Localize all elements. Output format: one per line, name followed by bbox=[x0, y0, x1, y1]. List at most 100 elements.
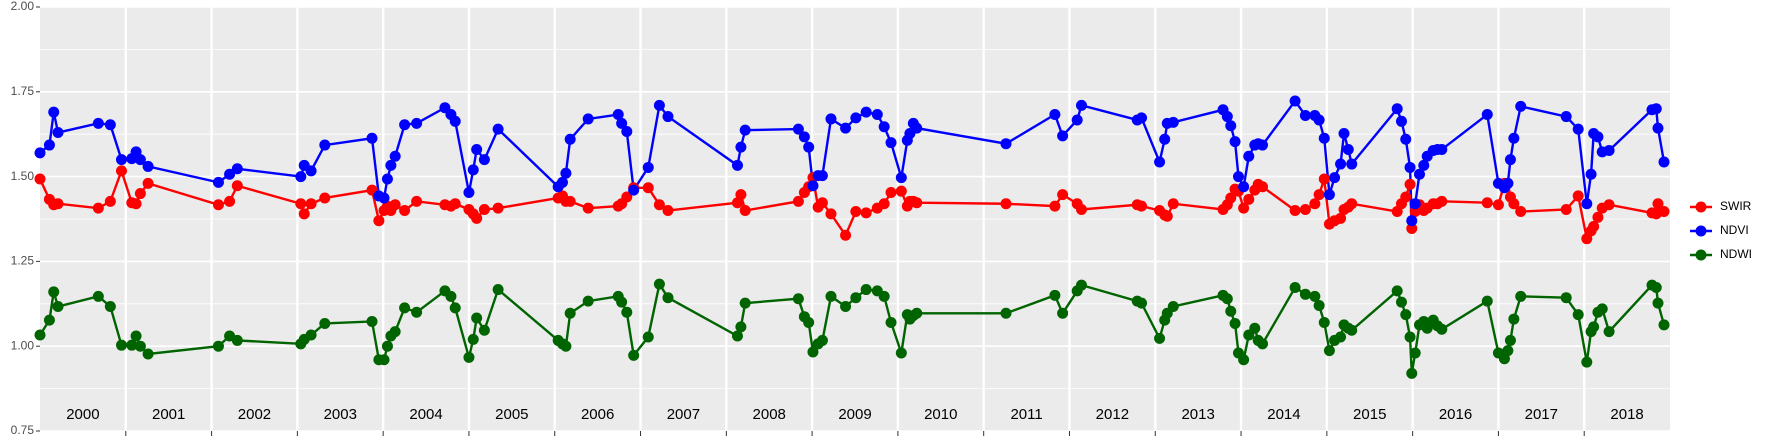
data-point bbox=[389, 199, 401, 211]
data-point bbox=[1658, 206, 1670, 218]
data-point bbox=[878, 290, 890, 302]
data-point bbox=[1309, 198, 1321, 210]
data-point bbox=[1404, 178, 1416, 190]
data-point bbox=[1418, 159, 1430, 171]
data-point bbox=[642, 182, 654, 194]
data-point bbox=[840, 301, 852, 313]
data-point bbox=[662, 111, 674, 123]
y-tick-label: 0.75 bbox=[11, 423, 35, 437]
data-point bbox=[653, 199, 665, 211]
data-point bbox=[798, 131, 810, 143]
data-point bbox=[1075, 204, 1087, 216]
data-point bbox=[739, 297, 751, 309]
data-point bbox=[231, 334, 243, 346]
data-point bbox=[1057, 189, 1069, 201]
legend-key-point bbox=[1695, 225, 1707, 237]
data-point bbox=[411, 117, 423, 129]
data-point bbox=[1504, 154, 1516, 166]
data-point bbox=[1404, 331, 1416, 343]
data-point bbox=[564, 133, 576, 145]
data-point bbox=[1395, 296, 1407, 308]
data-point bbox=[885, 187, 897, 199]
y-tick-label: 1.25 bbox=[11, 254, 35, 268]
data-point bbox=[1075, 99, 1087, 111]
data-point bbox=[885, 137, 897, 149]
data-point bbox=[621, 125, 633, 137]
year-label: 2001 bbox=[152, 406, 185, 423]
data-point bbox=[381, 173, 393, 185]
year-label: 2004 bbox=[409, 406, 442, 423]
data-point bbox=[885, 316, 897, 328]
data-point bbox=[582, 202, 594, 214]
data-point bbox=[1650, 282, 1662, 294]
data-point bbox=[1436, 323, 1448, 335]
data-point bbox=[850, 292, 862, 304]
data-point bbox=[1404, 161, 1416, 173]
data-point bbox=[1652, 122, 1664, 134]
data-point bbox=[582, 295, 594, 307]
data-point bbox=[142, 348, 154, 360]
data-point bbox=[1167, 301, 1179, 313]
data-point bbox=[1257, 139, 1268, 151]
data-point bbox=[116, 154, 127, 166]
data-point bbox=[378, 192, 390, 204]
data-point bbox=[1289, 282, 1301, 294]
data-point bbox=[1049, 200, 1061, 212]
data-point bbox=[1508, 132, 1520, 144]
data-point bbox=[1000, 307, 1012, 319]
data-point bbox=[463, 351, 475, 363]
data-point bbox=[1075, 279, 1087, 291]
data-point bbox=[1238, 354, 1250, 366]
data-point bbox=[860, 284, 872, 296]
data-point bbox=[1136, 297, 1148, 309]
data-point bbox=[1400, 133, 1412, 145]
data-point bbox=[48, 286, 60, 298]
data-point bbox=[1504, 334, 1516, 346]
data-point bbox=[224, 195, 236, 207]
data-point bbox=[1335, 158, 1347, 170]
data-point bbox=[1391, 103, 1403, 115]
data-point bbox=[1299, 288, 1311, 300]
data-point bbox=[628, 349, 640, 361]
data-point bbox=[1243, 150, 1255, 162]
data-point bbox=[1313, 114, 1325, 126]
data-point bbox=[653, 99, 665, 111]
legend-key-point bbox=[1695, 249, 1707, 261]
data-point bbox=[816, 334, 828, 346]
data-point bbox=[134, 188, 146, 200]
data-point bbox=[478, 154, 490, 166]
data-point bbox=[616, 296, 628, 308]
year-label: 2013 bbox=[1181, 406, 1214, 423]
data-point bbox=[1413, 168, 1425, 180]
data-point bbox=[803, 141, 815, 153]
data-point bbox=[582, 113, 594, 125]
data-point bbox=[1400, 191, 1412, 203]
data-point bbox=[463, 187, 475, 199]
data-point bbox=[628, 184, 640, 196]
year-label: 2010 bbox=[924, 406, 957, 423]
data-point bbox=[1592, 131, 1604, 143]
data-point bbox=[411, 195, 423, 207]
data-point bbox=[1409, 347, 1421, 359]
data-point bbox=[642, 331, 654, 343]
data-point bbox=[1508, 313, 1520, 325]
data-point bbox=[1502, 345, 1514, 357]
data-point bbox=[1436, 143, 1448, 155]
data-point bbox=[1221, 293, 1233, 305]
data-point bbox=[1309, 290, 1321, 302]
data-point bbox=[1592, 211, 1604, 223]
data-point bbox=[816, 197, 828, 209]
data-point bbox=[735, 189, 747, 201]
year-label: 2016 bbox=[1439, 406, 1472, 423]
year-label: 2011 bbox=[1010, 406, 1042, 423]
data-point bbox=[212, 199, 224, 211]
data-point bbox=[1603, 199, 1615, 211]
data-point bbox=[731, 330, 743, 342]
data-point bbox=[134, 154, 146, 166]
data-point bbox=[1057, 130, 1069, 142]
data-point bbox=[1481, 109, 1493, 121]
data-point bbox=[1588, 321, 1600, 333]
data-point bbox=[895, 185, 907, 197]
data-point bbox=[1257, 181, 1268, 193]
